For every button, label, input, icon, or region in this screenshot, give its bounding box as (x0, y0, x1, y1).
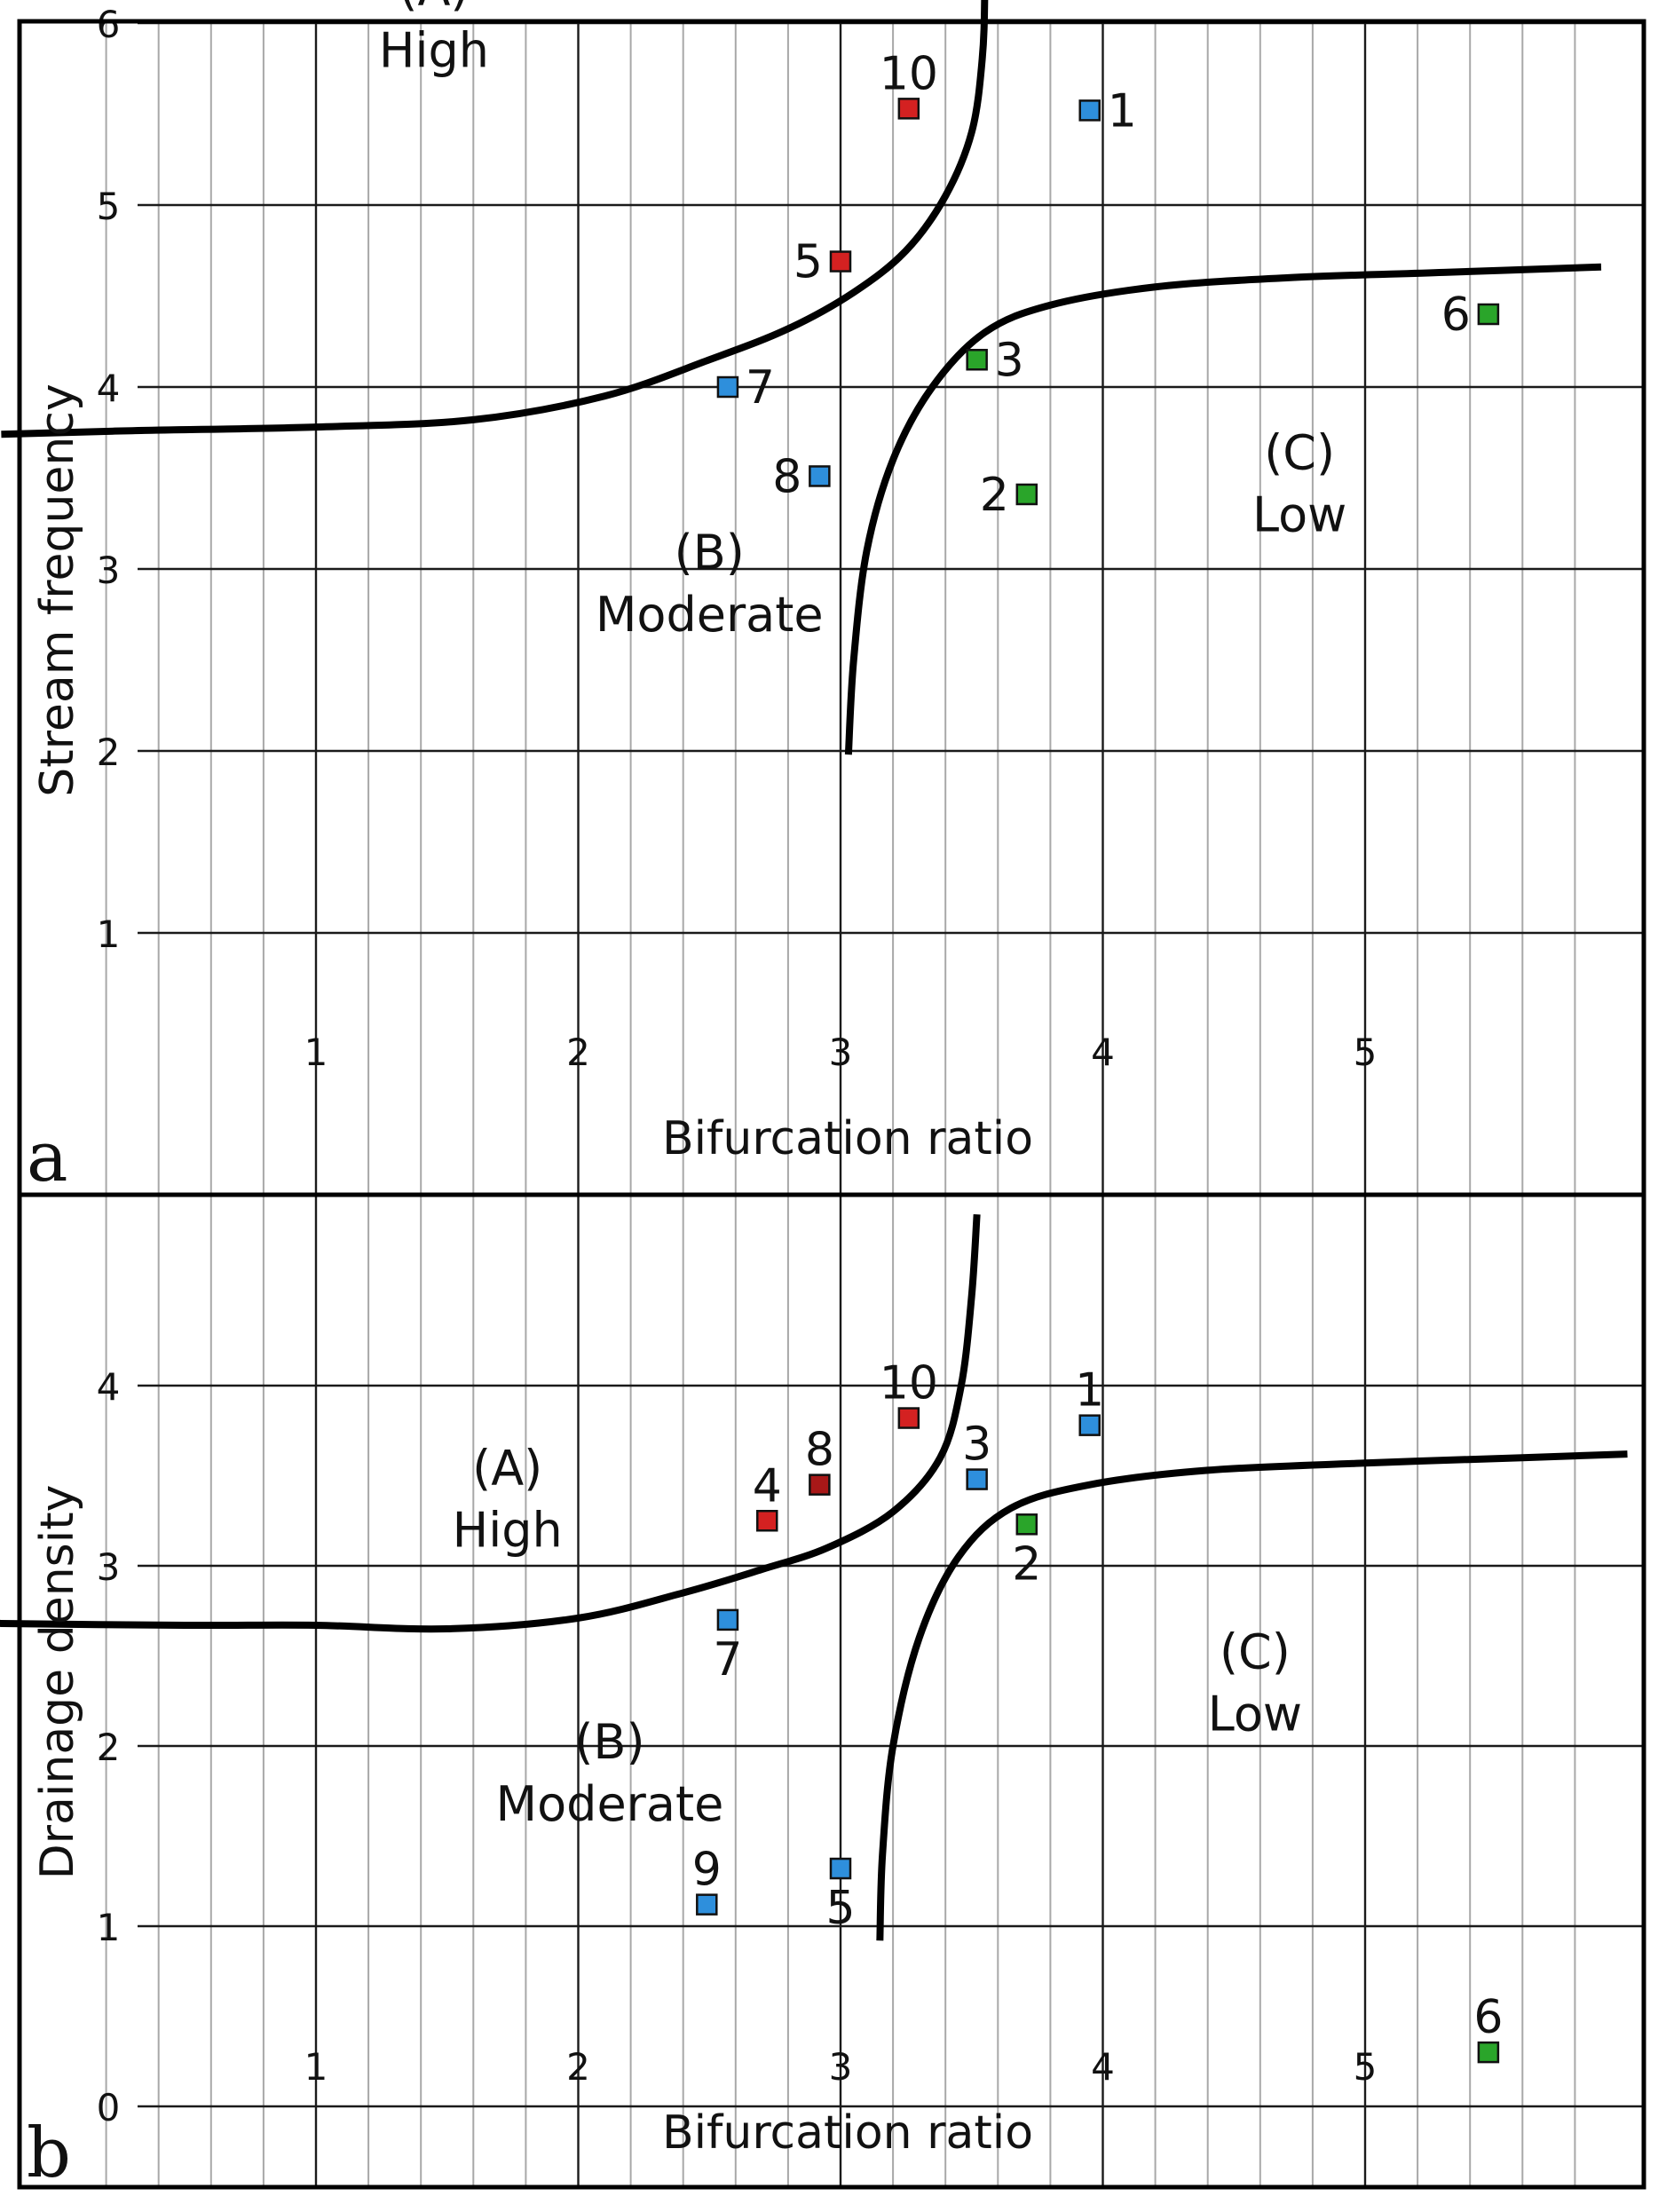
data-point-3 (966, 1468, 988, 1490)
x-tick-label: 2 (566, 1031, 590, 1074)
y-tick-label: 1 (97, 1906, 121, 1949)
y-tick-labels: 1 2 3 4 5 6 (97, 3, 121, 956)
region-boundaries (1, 0, 1602, 755)
data-point-6 (1477, 303, 1500, 326)
x-tick-label: 2 (566, 2045, 590, 2089)
region-C-label: (C) (1220, 1624, 1291, 1680)
data-point-6 (1477, 2041, 1500, 2064)
data-point-1 (1078, 1414, 1101, 1436)
x-tick-label: 5 (1354, 2045, 1378, 2089)
x-tick-label: 3 (829, 2045, 853, 2089)
region-B-name: Moderate (496, 1776, 724, 1832)
data-point-label-6: 6 (1473, 1991, 1503, 2044)
data-point-label-8: 8 (772, 450, 801, 503)
x-axis-label: Bifurcation ratio (662, 2106, 1033, 2160)
x-tick-label: 3 (829, 1031, 853, 1074)
y-tick-label: 6 (97, 3, 121, 46)
y-tick-label: 3 (97, 1545, 121, 1589)
data-point-label-1: 1 (1108, 84, 1137, 138)
data-point-7 (716, 375, 739, 399)
data-point-label-3: 3 (995, 334, 1024, 387)
data-point-label-2: 2 (1012, 1537, 1041, 1591)
y-tick-label: 2 (97, 731, 121, 774)
data-points: 1 2 3 4 5 6 7 8 9 10 (692, 1357, 1503, 2064)
y-tick-label: 4 (97, 367, 121, 410)
data-point-1 (1078, 99, 1101, 122)
data-point-7 (716, 1608, 739, 1631)
y-axis-label: Stream frequency (31, 383, 84, 797)
boundary-A-B-curve (0, 1213, 981, 1633)
x-tick-labels: 1 2 3 4 5 (304, 1031, 1378, 1074)
region-A-name: High (379, 23, 489, 79)
data-point-8 (809, 1473, 831, 1496)
data-point-label-9: 9 (692, 1844, 722, 1897)
region-B-name: Moderate (596, 587, 824, 643)
boundary-A-B-curve (1, 0, 989, 438)
panel-letter: a (27, 1118, 68, 1197)
region-C-name: Low (1252, 486, 1346, 542)
x-tick-label: 4 (1091, 1031, 1115, 1074)
y-tick-label: 2 (97, 1726, 121, 1769)
data-point-label-7: 7 (713, 1633, 742, 1687)
minor-gridlines (105, 1195, 1576, 2187)
region-labels: (A) High (B) Moderate (C) Low (379, 0, 1346, 643)
x-axis-label: Bifurcation ratio (662, 1112, 1033, 1165)
data-point-label-1: 1 (1075, 1364, 1104, 1418)
data-point-8 (809, 465, 831, 487)
region-labels: (A) High (B) Moderate (C) Low (453, 1441, 1302, 1833)
x-tick-label: 1 (304, 1031, 328, 1074)
y-tick-label: 1 (97, 912, 121, 956)
y-tick-labels: 0 1 2 3 4 (97, 1365, 121, 2129)
data-point-label-10: 10 (880, 1357, 938, 1410)
minor-gridlines (105, 21, 1576, 1195)
data-point-9 (696, 1893, 718, 1916)
data-point-5 (829, 250, 852, 273)
data-point-label-2: 2 (980, 469, 1009, 522)
boundary-B-C-curve (844, 263, 1602, 755)
data-point-label-6: 6 (1441, 288, 1471, 342)
x-tick-labels: 1 2 3 4 5 (304, 2045, 1378, 2089)
major-gridlines (138, 1195, 1644, 2187)
y-axis-label: Drainage density (31, 1485, 84, 1880)
region-C-label: (C) (1264, 424, 1335, 480)
y-tick-label: 3 (97, 549, 121, 592)
data-point-label-8: 8 (805, 1424, 834, 1477)
data-point-2 (1015, 483, 1038, 506)
data-point-4 (756, 1510, 778, 1532)
region-boundaries (0, 1213, 1628, 1941)
x-tick-label: 1 (304, 2045, 328, 2089)
data-point-label-10: 10 (880, 47, 938, 100)
x-tick-label: 4 (1091, 2045, 1115, 2089)
data-point-3 (966, 349, 988, 371)
panel-b: (A) High (B) Moderate (C) Low 1 2 3 4 5 6 7 8 9 10 0 1 2… (0, 1195, 1644, 2193)
panel-letter: b (27, 2113, 71, 2193)
y-tick-label: 5 (97, 185, 121, 228)
data-point-label-4: 4 (753, 1459, 782, 1513)
region-A-name: High (453, 1503, 563, 1559)
data-point-label-5: 5 (825, 1882, 855, 1935)
data-point-10 (897, 1407, 920, 1429)
boundary-B-C-curve (876, 1450, 1628, 1941)
region-B-label: (B) (574, 1714, 644, 1770)
region-A-label: (A) (472, 1441, 542, 1497)
outer-frame (17, 19, 1646, 2190)
y-tick-label: 0 (97, 2086, 121, 2129)
region-A-label: (A) (399, 0, 469, 17)
region-C-name: Low (1208, 1687, 1302, 1742)
data-point-2 (1015, 1513, 1038, 1536)
data-point-label-7: 7 (746, 361, 775, 415)
data-point-label-5: 5 (794, 236, 823, 289)
y-tick-label: 4 (97, 1365, 121, 1409)
data-point-label-3: 3 (962, 1418, 991, 1472)
data-point-5 (829, 1857, 852, 1880)
region-B-label: (B) (675, 525, 745, 581)
data-point-10 (897, 98, 920, 120)
x-tick-label: 5 (1354, 1031, 1378, 1074)
